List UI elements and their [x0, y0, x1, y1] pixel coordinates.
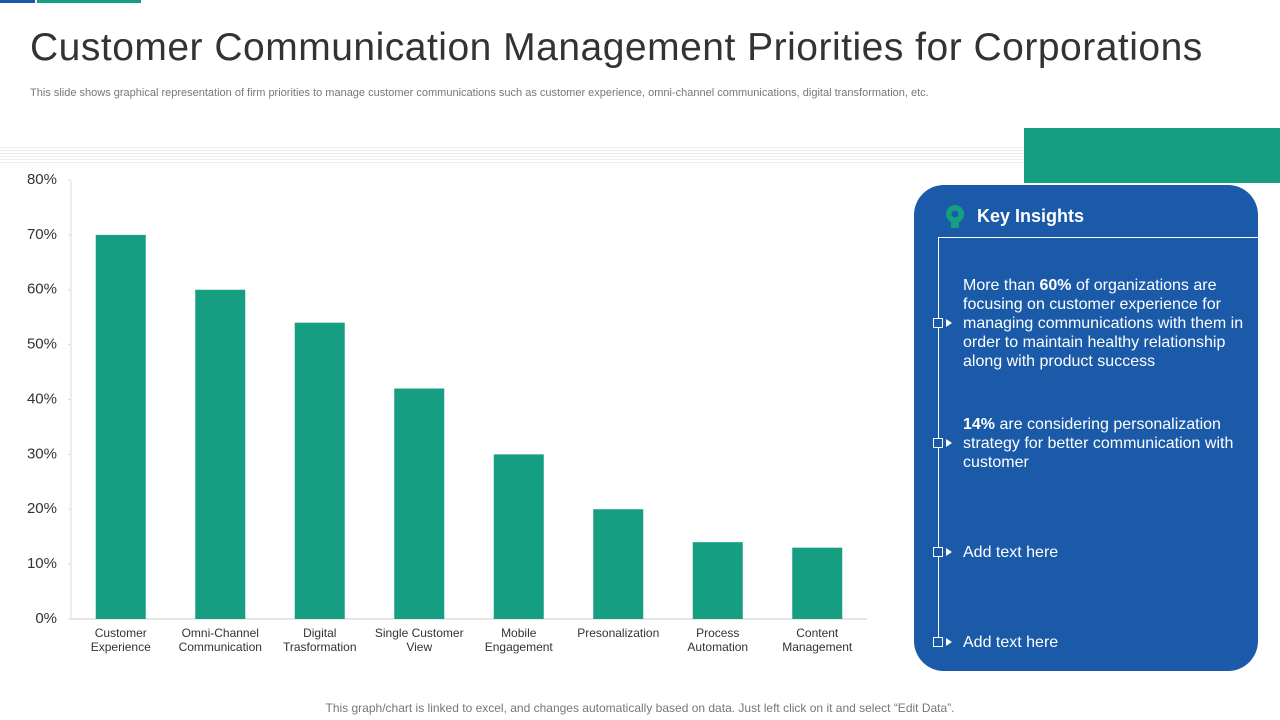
- insight-bold: 14%: [963, 416, 996, 433]
- footer-note: This graph/chart is linked to excel, and…: [325, 701, 955, 715]
- x-tick-label: Digital Trasformation: [282, 626, 357, 654]
- x-tick-label: Presonalization: [577, 626, 660, 640]
- insight-before: More than: [963, 277, 1040, 294]
- insight-text: 14% are considering personalization stra…: [963, 415, 1248, 472]
- y-tick-label: 10%: [27, 555, 57, 572]
- insight-text: Add text here: [963, 543, 1248, 562]
- bullet-arrow: [946, 439, 952, 447]
- bar: [493, 454, 544, 619]
- x-tick-label: Omni-Channel Communication: [178, 626, 262, 654]
- insights-icon: [946, 205, 964, 228]
- slide-subtitle: This slide shows graphical representatio…: [30, 87, 929, 99]
- insight-bold: 60%: [1039, 277, 1072, 294]
- y-tick-label: 20%: [27, 500, 57, 517]
- bullet: [933, 547, 943, 557]
- y-tick-label: 40%: [27, 390, 57, 407]
- x-tick-label: Single Customer View: [374, 626, 464, 654]
- insight-after: Add text here: [963, 544, 1059, 561]
- chart: 0% 10% 20% 30% 40% 50% 60% 70% 80%: [27, 171, 867, 627]
- y-tick-label: 70%: [27, 226, 57, 243]
- insight-text: More than 60% of organizations are focus…: [963, 276, 1248, 371]
- y-tick-label: 0%: [35, 610, 57, 627]
- x-tick-label: Mobile Engagement: [484, 626, 553, 654]
- decor-lines: [0, 145, 1024, 165]
- x-tick-label: Process Automation: [687, 626, 749, 654]
- decor-block: [1024, 128, 1280, 183]
- insight-text: Add text here: [963, 633, 1248, 652]
- bullet-arrow: [946, 638, 952, 646]
- bar: [593, 509, 644, 619]
- y-tick-label: 80%: [27, 171, 57, 188]
- bar: [692, 542, 743, 619]
- bar: [394, 388, 445, 619]
- y-tick-label: 50%: [27, 336, 57, 353]
- insight-after: Add text here: [963, 634, 1059, 651]
- insight-after: of organizations are focusing on custome…: [963, 277, 1244, 370]
- insights-title: Key Insights: [977, 206, 1085, 226]
- y-tick-label: 30%: [27, 445, 57, 462]
- x-tick-label: Customer Experience: [90, 626, 151, 654]
- accent-bar: [37, 0, 141, 3]
- bullet: [933, 318, 943, 328]
- bar: [294, 322, 345, 619]
- divider: [938, 237, 1258, 238]
- slide-title: Customer Communication Management Priori…: [30, 26, 1203, 69]
- bar: [792, 547, 843, 619]
- accent-bar: [0, 0, 35, 3]
- bullet: [933, 637, 943, 647]
- insight-after: are considering personalization strategy…: [963, 416, 1234, 471]
- bullet-arrow: [946, 548, 952, 556]
- insights-panel: [914, 185, 1258, 671]
- bar: [95, 234, 146, 619]
- bullet-arrow: [946, 319, 952, 327]
- y-tick-label: 60%: [27, 281, 57, 298]
- bar: [195, 289, 246, 619]
- x-tick-label: Content Management: [782, 626, 853, 654]
- bullet: [933, 438, 943, 448]
